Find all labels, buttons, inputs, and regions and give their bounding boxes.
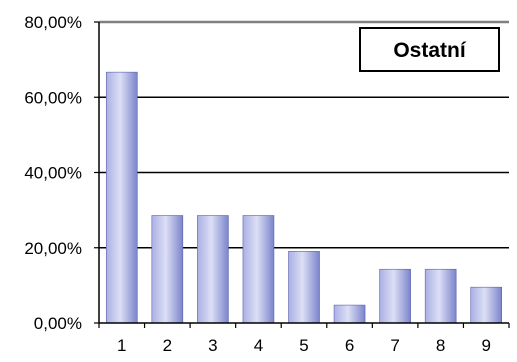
bars [105,71,503,324]
y-tick-label: 0,00% [34,314,82,333]
x-tick-label: 2 [163,336,172,355]
x-tick-label: 3 [208,336,217,355]
bar [105,71,138,324]
bar [288,251,320,324]
bar [333,304,366,324]
y-tick-labels: 0,00% 20,00% 40,00% 60,00% 80,00% [24,13,82,333]
y-tick-label: 20,00% [24,239,82,258]
axes [94,21,510,328]
y-tick-label: 40,00% [24,164,82,183]
x-tick-label: 9 [481,336,490,355]
bar [197,215,229,324]
x-tick-label: 6 [345,336,354,355]
x-tick-label: 5 [299,336,308,355]
x-tick-labels: 1 2 3 4 5 6 7 8 9 [117,336,491,355]
gridlines [99,20,509,249]
bar [470,286,503,324]
x-tick-label: 7 [390,336,399,355]
y-tick-label: 60,00% [24,88,82,107]
x-tick-label: 8 [436,336,445,355]
x-tick-label: 1 [117,336,126,355]
bar [151,215,184,324]
legend-box [359,27,500,72]
bar [424,268,457,324]
y-tick-label: 80,00% [24,13,82,32]
legend-label: Ostatní [393,39,467,62]
legend: Ostatní [359,27,500,72]
bar [379,268,411,324]
x-tick-label: 4 [254,336,263,355]
bar [242,215,275,324]
